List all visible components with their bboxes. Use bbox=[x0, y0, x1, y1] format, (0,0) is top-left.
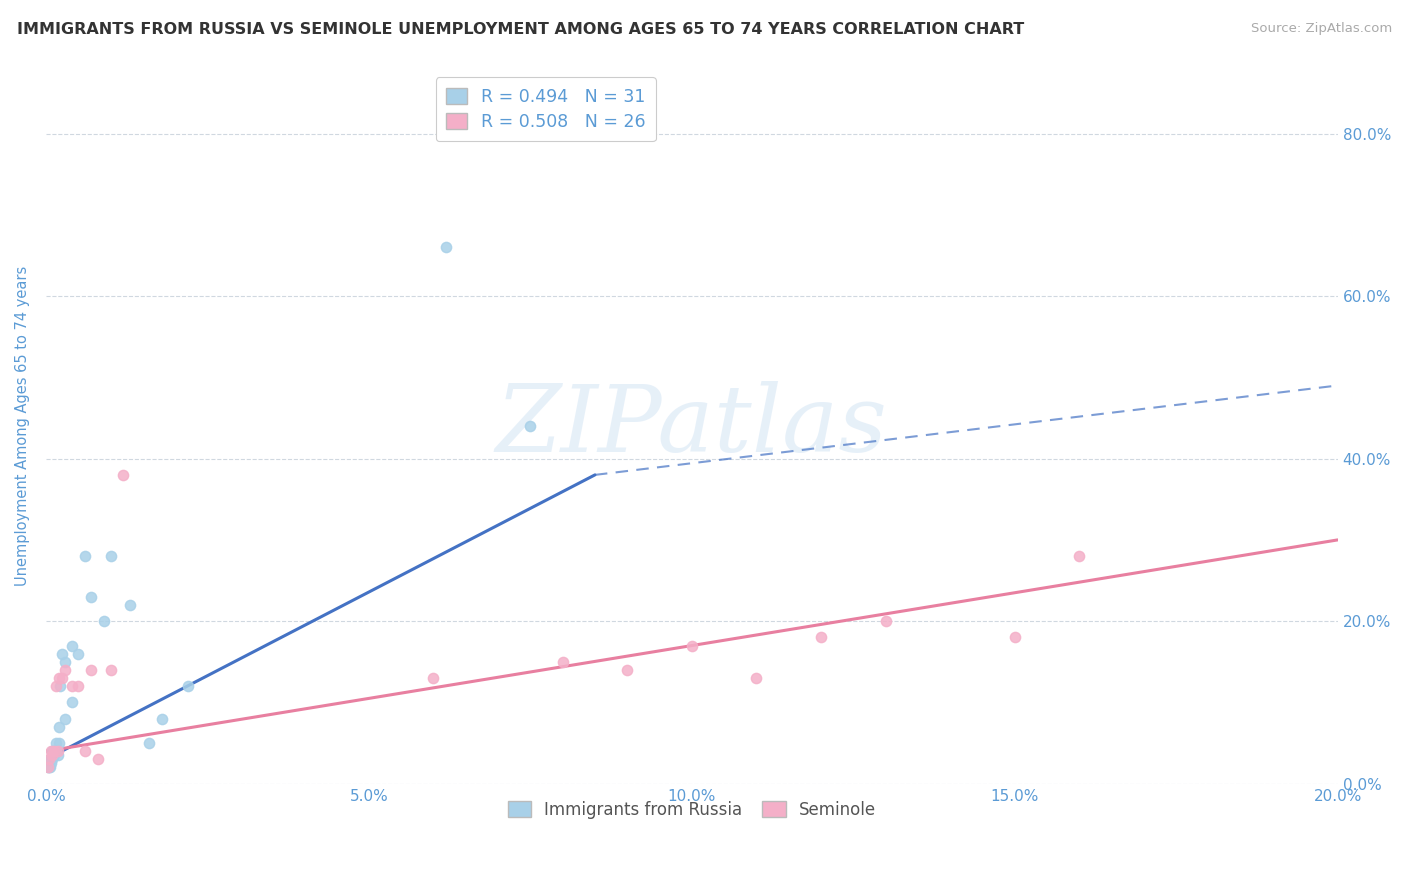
Point bbox=[48, 736, 70, 750]
Point bbox=[519, 419, 541, 434]
Point bbox=[53, 712, 76, 726]
Point bbox=[46, 744, 69, 758]
Point bbox=[60, 696, 83, 710]
Point bbox=[48, 720, 70, 734]
Point bbox=[67, 679, 90, 693]
Point bbox=[875, 614, 897, 628]
Point bbox=[60, 639, 83, 653]
Point bbox=[46, 748, 69, 763]
Point bbox=[53, 663, 76, 677]
Point bbox=[38, 752, 60, 766]
Point bbox=[67, 647, 90, 661]
Legend: Immigrants from Russia, Seminole: Immigrants from Russia, Seminole bbox=[501, 794, 883, 825]
Point bbox=[42, 744, 65, 758]
Point bbox=[44, 744, 66, 758]
Point bbox=[42, 748, 65, 763]
Point bbox=[38, 760, 60, 774]
Point bbox=[39, 752, 62, 766]
Point bbox=[41, 748, 63, 763]
Text: ZIPatlas: ZIPatlas bbox=[496, 381, 887, 471]
Point bbox=[177, 679, 200, 693]
Point bbox=[100, 663, 122, 677]
Point bbox=[138, 736, 160, 750]
Point bbox=[745, 671, 768, 685]
Point bbox=[434, 240, 457, 254]
Point bbox=[49, 679, 72, 693]
Point bbox=[39, 744, 62, 758]
Point bbox=[86, 752, 108, 766]
Point bbox=[112, 467, 135, 482]
Y-axis label: Unemployment Among Ages 65 to 74 years: Unemployment Among Ages 65 to 74 years bbox=[15, 266, 30, 586]
Point bbox=[38, 760, 60, 774]
Point bbox=[39, 756, 62, 771]
Point bbox=[93, 614, 115, 628]
Point bbox=[150, 712, 173, 726]
Point bbox=[422, 671, 444, 685]
Point bbox=[51, 647, 73, 661]
Point bbox=[53, 655, 76, 669]
Point bbox=[681, 639, 703, 653]
Point bbox=[48, 671, 70, 685]
Point bbox=[80, 590, 103, 604]
Point bbox=[80, 663, 103, 677]
Text: Source: ZipAtlas.com: Source: ZipAtlas.com bbox=[1251, 22, 1392, 36]
Point bbox=[616, 663, 638, 677]
Point bbox=[73, 549, 96, 564]
Point bbox=[100, 549, 122, 564]
Point bbox=[551, 655, 574, 669]
Point bbox=[45, 744, 67, 758]
Point bbox=[41, 752, 63, 766]
Point bbox=[73, 744, 96, 758]
Point bbox=[51, 671, 73, 685]
Text: IMMIGRANTS FROM RUSSIA VS SEMINOLE UNEMPLOYMENT AMONG AGES 65 TO 74 YEARS CORREL: IMMIGRANTS FROM RUSSIA VS SEMINOLE UNEMP… bbox=[17, 22, 1024, 37]
Point bbox=[37, 760, 59, 774]
Point bbox=[1004, 631, 1026, 645]
Point bbox=[41, 744, 63, 758]
Point bbox=[118, 598, 141, 612]
Point bbox=[810, 631, 832, 645]
Point bbox=[37, 760, 59, 774]
Point bbox=[1069, 549, 1091, 564]
Point bbox=[45, 679, 67, 693]
Point bbox=[45, 736, 67, 750]
Point bbox=[60, 679, 83, 693]
